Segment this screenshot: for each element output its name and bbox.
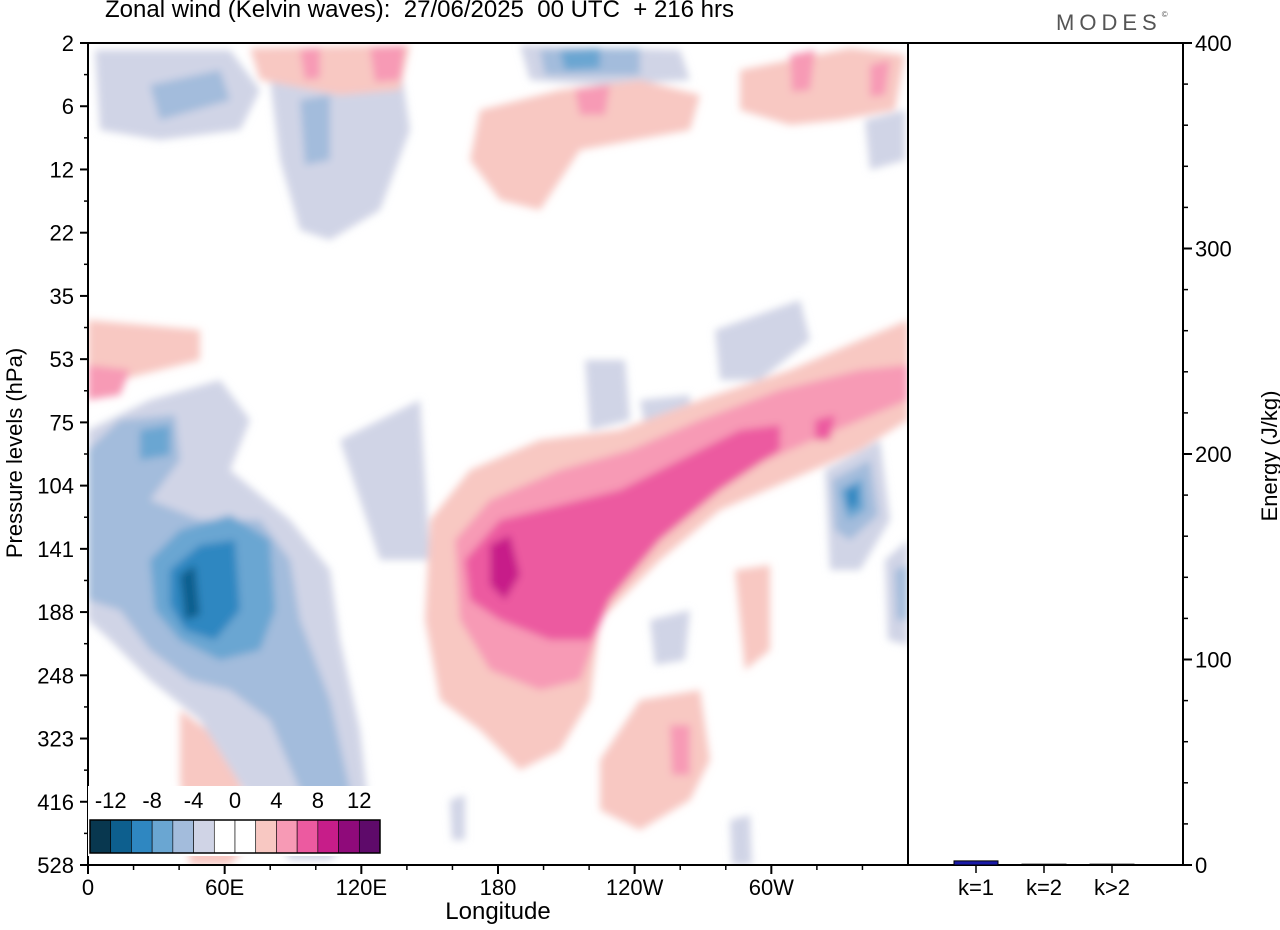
colorbar-swatch <box>131 819 153 854</box>
y-axis-label-pressure: Pressure levels (hPa) <box>2 347 27 559</box>
heatmap-field <box>88 43 908 865</box>
x-axis-longitude: 0 60E 120E 180 120W 60W <box>82 865 864 900</box>
energy-category-label: k=1 <box>958 875 994 900</box>
energy-tick-label: 100 <box>1195 648 1232 673</box>
energy-category-label: k=2 <box>1026 875 1062 900</box>
colorbar-label: 8 <box>312 788 324 813</box>
pos-region-upper-right <box>740 48 905 125</box>
y-tick-label: 35 <box>50 284 74 309</box>
y-tick-label: 53 <box>50 347 74 372</box>
y-tick-label: 188 <box>37 600 74 625</box>
y-tick-label: 528 <box>37 853 74 878</box>
y-tick-label: 104 <box>37 474 74 499</box>
colorbar-label: 12 <box>347 788 371 813</box>
x-axis-label: Longitude <box>445 898 551 925</box>
x-tick-label: 0 <box>82 875 94 900</box>
neg-region-upper-east <box>865 110 905 170</box>
colorbar-swatch <box>317 819 339 854</box>
pos-region-main-inner <box>465 425 780 640</box>
energy-tick-label: 200 <box>1195 442 1232 467</box>
energy-category-label: k>2 <box>1094 875 1130 900</box>
y-tick-label: 12 <box>50 157 74 182</box>
x-tick-label: 120E <box>336 875 387 900</box>
energy-bars: k=1 k=2 k>2 <box>953 860 1135 900</box>
colorbar-label: 0 <box>229 788 241 813</box>
y-tick-label: 323 <box>37 727 74 752</box>
colorbar-swatch <box>151 819 174 854</box>
colorbar-swatch <box>213 819 236 854</box>
y-tick-label: 75 <box>50 410 74 435</box>
y-tick-label: 6 <box>62 94 74 119</box>
neg-region-mid-east <box>715 300 810 380</box>
y-tick-label: 2 <box>62 31 74 56</box>
colorbar-swatch <box>255 819 277 854</box>
y-axis-pressure: 2 6 12 22 35 53 75 104 141 188 248 323 416 528 <box>37 31 88 878</box>
colorbar-swatch <box>358 819 381 854</box>
colorbar-swatch <box>193 819 215 854</box>
colorbar-label: -8 <box>142 788 162 813</box>
energy-tick-label: 300 <box>1195 237 1232 262</box>
colorbar-swatch <box>172 819 194 854</box>
pos-region-top-left <box>250 45 410 95</box>
x-tick-label: 60E <box>205 875 244 900</box>
y-tick-label: 416 <box>37 790 74 815</box>
x-tick-label: 180 <box>480 875 517 900</box>
energy-panel <box>907 42 1184 866</box>
colorbar-swatch <box>296 819 319 854</box>
colorbar-label: 4 <box>270 788 282 813</box>
pos-region-upper-center <box>470 80 700 210</box>
brand-logo: MODES© <box>1056 10 1168 35</box>
colorbar-swatch <box>110 819 132 854</box>
energy-tick-label: 0 <box>1195 853 1207 878</box>
y-tick-label: 22 <box>50 221 74 246</box>
colorbar-label: -12 <box>95 788 127 813</box>
y-axis-energy: 0 100 200 300 400 <box>1183 31 1232 878</box>
colorbar-swatch <box>89 819 112 854</box>
chart-title: Zonal wind (Kelvin waves): 27/06/2025 00… <box>105 0 734 23</box>
y-tick-label: 248 <box>37 663 74 688</box>
colorbar-swatch <box>234 819 257 854</box>
energy-bar <box>953 860 999 866</box>
colorbar-swatch <box>338 819 360 854</box>
energy-tick-label: 400 <box>1195 31 1232 56</box>
colorbar-swatch <box>276 819 298 854</box>
pos-region-main-core <box>490 535 520 600</box>
x-tick-label: 120W <box>606 875 664 900</box>
colorbar: -12 -8 -4 0 4 8 12 <box>88 786 382 856</box>
y-axis-label-energy: Energy (J/kg) <box>1257 390 1280 522</box>
colorbar-frame <box>89 819 381 854</box>
x-tick-label: 60W <box>749 875 794 900</box>
colorbar-label: -4 <box>184 788 204 813</box>
y-tick-label: 141 <box>37 537 74 562</box>
